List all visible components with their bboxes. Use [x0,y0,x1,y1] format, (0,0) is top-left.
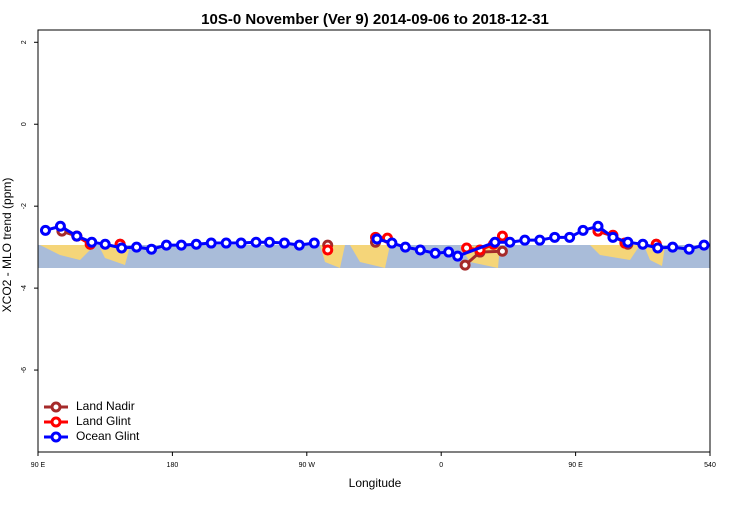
point [308,237,320,249]
point [443,246,455,258]
point [698,239,710,251]
point [459,259,471,271]
y-tick-label: -4 [21,285,28,291]
point [592,220,604,232]
x-tick-label: 540 [704,462,716,469]
legend-marker [50,431,62,443]
y-tick-label: 0 [21,122,28,126]
legend-marker [50,401,62,413]
point [622,236,634,248]
y-tick-label: -2 [21,203,28,209]
point [145,243,157,255]
point [534,234,546,246]
chart-title: 10S-0 November (Ver 9) 2014-09-06 to 201… [201,11,549,28]
x-tick-label: 0 [439,462,443,469]
x-axis-label: Longitude [349,476,402,490]
point [489,236,501,248]
point [235,237,247,249]
point [278,237,290,249]
point [39,224,51,236]
point [86,236,98,248]
point [116,242,128,254]
point [71,230,83,242]
point [220,237,232,249]
point [160,239,172,251]
x-tick-label: 90 E [568,462,583,469]
point [652,242,664,254]
point [99,238,111,250]
point [414,244,426,256]
point [371,233,383,245]
point [496,230,508,242]
legend-label: Land Glint [76,414,131,428]
point [577,224,589,236]
point [386,237,398,249]
point [175,239,187,251]
point [293,239,305,251]
point [322,244,334,256]
point [250,236,262,248]
point [519,234,531,246]
point [263,236,275,248]
point [399,241,411,253]
point [429,247,441,259]
x-tick-label: 90 W [299,462,316,469]
x-tick-label: 180 [167,462,179,469]
y-tick-label: 2 [21,40,28,44]
point [452,250,464,262]
point [504,236,516,248]
point [607,231,619,243]
point [131,241,143,253]
point [496,245,508,257]
point [205,237,217,249]
map-strip [38,245,710,268]
point [637,238,649,250]
point [683,243,695,255]
point [190,238,202,250]
legend-label: Land Nadir [76,399,135,413]
point [549,231,561,243]
point [564,231,576,243]
x-tick-label: 90 E [31,462,46,469]
y-axis-label: XCO2 - MLO trend (ppm) [0,178,14,313]
y-tick-label: -6 [21,367,28,373]
plot-frame [37,29,711,453]
point [54,220,66,232]
legend-label: Ocean Glint [76,429,140,443]
point [667,241,679,253]
legend-marker [50,416,62,428]
